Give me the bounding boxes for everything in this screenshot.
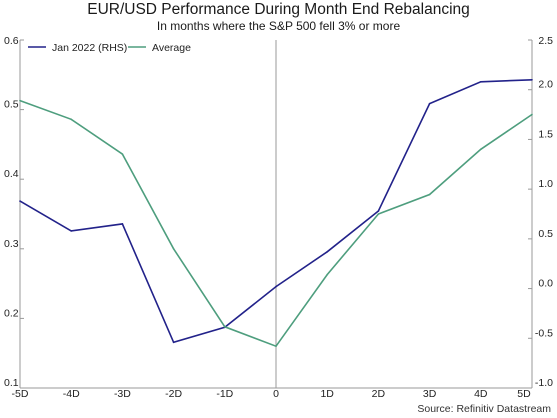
y-right-tick-label: 2.0	[538, 79, 553, 91]
series-0-point	[19, 200, 21, 202]
series-1-point	[70, 118, 72, 121]
x-tick-label: 2D	[372, 388, 386, 400]
x-tick-label: -3D	[114, 388, 131, 400]
y-right-tick-label: -0.5	[535, 327, 553, 339]
y-left-tick-label: 0.2	[4, 307, 19, 319]
series-1-point	[224, 325, 226, 328]
chart-title: EUR/USD Performance During Month End Reb…	[87, 1, 470, 18]
series-1-point	[121, 153, 124, 155]
y-axis-right: 2.5 2.0 1.5 1.0 0.5 0.0 -0.5 -1.0	[528, 35, 553, 389]
series-1-point	[377, 213, 380, 215]
x-tick-label: 0	[273, 388, 279, 400]
y-right-tick-label: 1.5	[538, 128, 553, 140]
x-tick-label: -5D	[12, 388, 29, 400]
series-0-point	[480, 80, 482, 83]
legend-label-0: Jan 2022 (RHS)	[52, 42, 127, 54]
x-axis: -5D -4D -3D -2D -1D 0 1D 2D 3D 4D 5D	[12, 387, 532, 400]
series-0-point	[326, 250, 329, 253]
x-tick-label: 4D	[474, 388, 488, 400]
y-right-tick-label: 1.0	[538, 178, 553, 190]
x-tick-label: 5D	[517, 388, 531, 400]
y-left-tick-label: 0.6	[4, 35, 19, 47]
series-1-point	[275, 345, 277, 348]
x-tick-label: -1D	[216, 388, 233, 400]
chart-source: Source: Refinitiv Datastream	[417, 403, 551, 415]
x-tick-label: -4D	[63, 388, 80, 400]
legend-label-1: Average	[152, 42, 191, 54]
y-left-tick-label: 0.5	[4, 99, 19, 111]
y-right-tick-label: 0.0	[538, 278, 553, 290]
series-1-point	[19, 99, 21, 102]
y-left-tick-label: 0.4	[4, 168, 19, 180]
series-1-point	[531, 113, 533, 116]
y-right-tick-label: -1.0	[535, 377, 553, 389]
y-left-tick-label: 0.3	[4, 238, 19, 250]
y-axis-left: 0.6 0.5 0.4 0.3 0.2 0.1	[4, 35, 24, 389]
series-0-point	[172, 341, 175, 344]
series-0-point	[70, 230, 72, 232]
chart-subtitle: In months where the S&P 500 fell 3% or m…	[156, 19, 401, 33]
series-1-point	[428, 193, 431, 196]
series-1-point	[172, 248, 175, 250]
legend: Jan 2022 (RHS) Average	[28, 42, 191, 54]
x-tick-label: 3D	[423, 388, 437, 400]
series-0-point	[531, 78, 533, 81]
y-left-tick-label: 0.1	[4, 377, 19, 389]
series-1-point	[480, 148, 482, 151]
series-1-point	[326, 273, 329, 276]
x-tick-label: 1D	[320, 388, 334, 400]
y-right-tick-label: 2.5	[538, 35, 553, 47]
x-tick-label: -2D	[165, 388, 182, 400]
plot-lines	[19, 40, 533, 388]
series-0-point	[275, 285, 277, 288]
series-0-point	[428, 102, 431, 105]
series-0-point	[121, 223, 124, 225]
series-0-point	[377, 210, 380, 212]
y-right-tick-label: 0.5	[538, 228, 553, 240]
